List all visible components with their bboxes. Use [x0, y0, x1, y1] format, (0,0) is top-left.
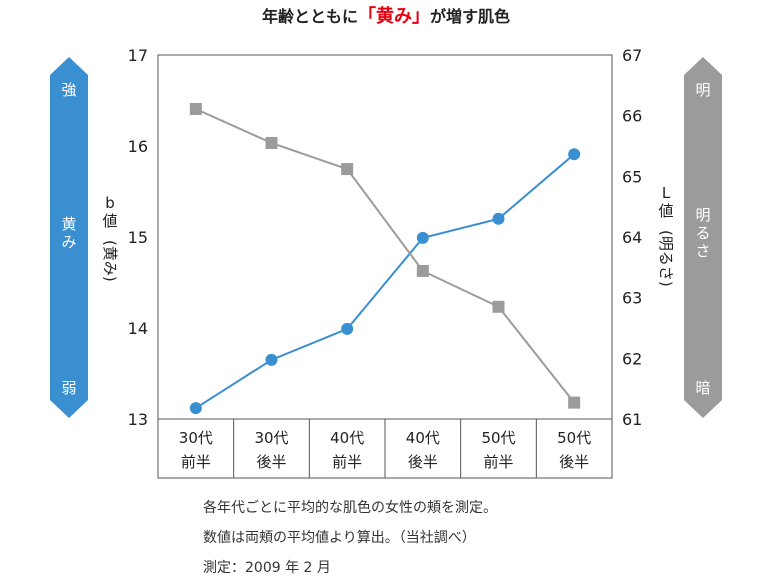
x-tick-label: 後半 [559, 453, 589, 471]
right-axis-label: L [662, 184, 671, 202]
note-2: 数値は両頬の平均値より算出。（当社調べ） [203, 530, 476, 546]
series-line [195, 153, 575, 409]
right-tick-label: 65 [622, 167, 642, 186]
data-point [265, 353, 278, 366]
right-tick-label: 62 [622, 349, 642, 368]
title-part: 年齢とともに [262, 7, 358, 26]
data-point [189, 102, 202, 115]
right-tick-label: 63 [622, 289, 642, 308]
left-tick-label: 13 [128, 410, 148, 429]
data-point [492, 212, 505, 225]
right-axis-label: (明るさ) [657, 230, 675, 287]
data-point [568, 148, 581, 161]
x-tick-label: 30代 [179, 429, 213, 447]
data-point [492, 300, 505, 313]
x-tick-label: 後半 [256, 453, 286, 471]
left-axis-label: (黄み) [101, 240, 119, 282]
left-tick-label: 16 [128, 137, 148, 156]
note-3: 測定：2009 年 2 月 [203, 560, 331, 576]
left-tick-label: 14 [128, 319, 148, 338]
right-arrow-top: 明 [695, 81, 710, 99]
x-tick-label: 50代 [481, 429, 515, 447]
right-arrow-middle: 明 [695, 206, 710, 224]
title-part: が増す肌色 [430, 7, 510, 26]
data-point [416, 231, 429, 244]
left-axis-label: 値 [102, 212, 117, 230]
data-point [341, 322, 354, 335]
data-point [189, 402, 202, 415]
left-arrow-top: 強 [61, 81, 76, 99]
right-axis-label: 値 [658, 202, 673, 220]
x-tick-label: 40代 [406, 429, 440, 447]
chart-title: 年齢とともに「黄み」が増す肌色 [262, 5, 510, 27]
left-axis-label: b [105, 194, 115, 212]
right-tick-label: 67 [622, 46, 642, 65]
right-arrow-middle: る [695, 224, 710, 242]
data-point [416, 264, 429, 277]
left-arrow-middle: 黄 [61, 215, 76, 233]
x-tick-label: 前半 [483, 453, 513, 471]
x-tick-label: 50代 [557, 429, 591, 447]
left-arrow-bottom: 弱 [61, 379, 76, 397]
right-tick-label: 64 [622, 228, 642, 247]
left-tick-label: 17 [128, 46, 148, 65]
x-tick-label: 前半 [181, 453, 211, 471]
left-arrow-middle: み [61, 233, 76, 251]
right-arrow-bottom: 暗 [695, 379, 710, 397]
data-point [265, 136, 278, 149]
right-arrow-middle: さ [695, 242, 710, 260]
left-tick-label: 15 [128, 228, 148, 247]
right-tick-label: 66 [622, 107, 642, 126]
title-part: 「黄み」 [358, 5, 430, 27]
right-tick-label: 61 [622, 410, 642, 429]
series-line [195, 108, 575, 404]
note-1: 各年代ごとに平均的な肌色の女性の頬を測定。 [203, 500, 497, 516]
x-tick-label: 30代 [254, 429, 288, 447]
data-point [341, 163, 354, 176]
data-point [568, 396, 581, 409]
left-arrow [50, 57, 88, 418]
x-tick-label: 40代 [330, 429, 364, 447]
x-tick-label: 前半 [332, 453, 362, 471]
right-arrow [684, 57, 722, 418]
x-tick-label: 後半 [408, 453, 438, 471]
